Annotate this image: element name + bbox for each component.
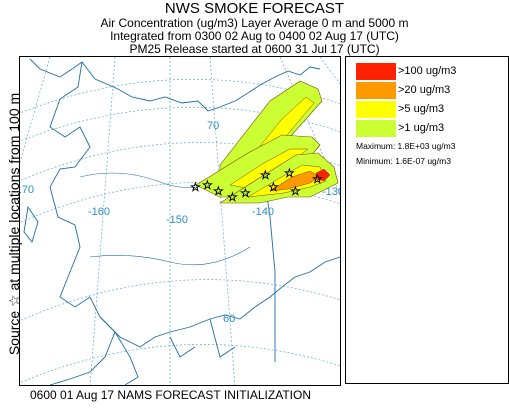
source-star-icon: ☆ bbox=[202, 178, 213, 192]
legend-label: >5 ug/m3 bbox=[398, 103, 445, 115]
source-star-icon: ☆ bbox=[268, 180, 279, 194]
legend-label: >20 ug/m3 bbox=[398, 84, 451, 96]
legend-item-1: >1 ug/m3 bbox=[356, 120, 506, 137]
minimum-value: Minimum: 1.6E-07 ug/m3 bbox=[356, 156, 451, 166]
source-star-icon: ☆ bbox=[260, 168, 271, 182]
legend-panel: >100 ug/m3 >20 ug/m3 >5 ug/m3 >1 ug/m3 M… bbox=[345, 56, 509, 384]
source-star-icon: ☆ bbox=[240, 186, 251, 200]
legend-label: >1 ug/m3 bbox=[398, 122, 445, 134]
concentration-subtitle: Air Concentration (ug/m3) Layer Average … bbox=[100, 16, 409, 30]
lon-label-160: -160 bbox=[88, 206, 110, 218]
legend-swatch bbox=[356, 82, 396, 99]
source-star-icon: ☆ bbox=[213, 184, 224, 198]
smoke-map: ☆ ☆ ☆ ☆ ☆ ☆ ☆ ☆ ☆ ☆ -170 -160 -150 -140 … bbox=[20, 57, 340, 385]
source-star-icon: ☆ bbox=[284, 166, 295, 180]
legend-item-20: >20 ug/m3 bbox=[356, 82, 506, 99]
legend-swatch bbox=[356, 120, 396, 137]
lon-label-140: -140 bbox=[252, 206, 274, 218]
legend-swatch bbox=[356, 101, 396, 118]
legend-swatch bbox=[356, 63, 396, 80]
map-panel: ☆ ☆ ☆ ☆ ☆ ☆ ☆ ☆ ☆ ☆ -170 -160 -150 -140 … bbox=[19, 56, 341, 386]
chart-title: NWS SMOKE FORECAST bbox=[164, 0, 345, 17]
maximum-value: Maximum: 1.8E+03 ug/m3 bbox=[356, 141, 456, 151]
lon-label-150: -150 bbox=[166, 214, 188, 226]
lon-label-170: -170 bbox=[20, 184, 34, 196]
release-start: PM25 Release started at 0600 31 Jul 17 (… bbox=[129, 42, 380, 56]
lat-label-60: 60 bbox=[223, 313, 235, 325]
source-markers: ☆ ☆ ☆ ☆ ☆ ☆ ☆ ☆ ☆ ☆ bbox=[190, 166, 323, 205]
legend-item-100: >100 ug/m3 bbox=[356, 63, 506, 80]
longitude-lines bbox=[20, 57, 340, 385]
legend-item-5: >5 ug/m3 bbox=[356, 101, 506, 118]
legend-label: >100 ug/m3 bbox=[398, 65, 457, 77]
source-star-icon: ☆ bbox=[290, 184, 301, 198]
lat-label-70: 70 bbox=[207, 120, 219, 132]
forecast-initialization: 0600 01 Aug 17 NAMS FORECAST INITIALIZAT… bbox=[30, 388, 311, 402]
smoke-plume-south bbox=[218, 152, 339, 204]
source-star-icon: ☆ bbox=[312, 172, 323, 186]
integration-period: Integrated from 0300 02 Aug to 0400 02 A… bbox=[110, 29, 399, 43]
source-star-icon: ☆ bbox=[190, 180, 201, 194]
source-star-icon: ☆ bbox=[227, 190, 238, 204]
lon-label-130: -130 bbox=[322, 186, 340, 198]
